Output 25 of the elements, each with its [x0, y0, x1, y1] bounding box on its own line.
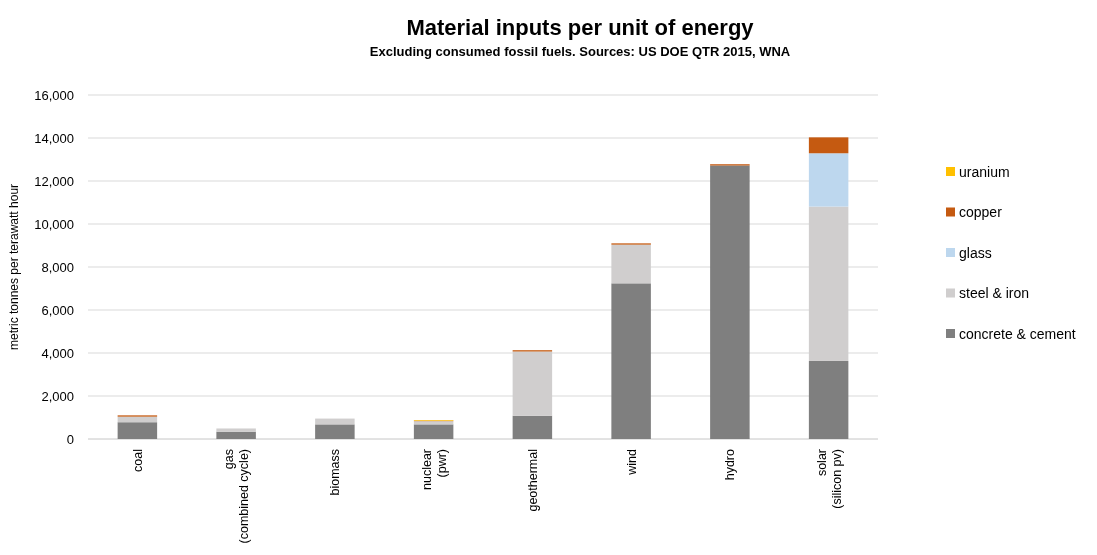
- y-tick-label: 12,000: [34, 173, 74, 189]
- x-tick-label: hydro: [723, 448, 738, 481]
- y-tick-label: 16,000: [34, 87, 74, 103]
- y-tick-label: 10,000: [34, 216, 74, 232]
- legend-label: concrete & cement: [959, 325, 1076, 342]
- chart-title: Material inputs per unit of energy: [406, 15, 755, 40]
- legend-label: steel & iron: [959, 285, 1030, 302]
- y-tick-label: 4,000: [41, 345, 74, 361]
- x-tick-label: biomass: [328, 449, 343, 496]
- legend-label: uranium: [959, 163, 1010, 180]
- y-tick-label: 6,000: [41, 302, 74, 318]
- chart-subtitle: Excluding consumed fossil fuels. Sources: US DOE QTR 2015, WNA: [369, 44, 791, 59]
- x-tick-label: gas (combined cycle): [222, 449, 251, 544]
- x-tick-label: solar (silicon pv): [814, 449, 844, 509]
- x-tick-label: geothermal: [525, 449, 540, 512]
- x-tick-label: wind: [624, 448, 639, 476]
- y-tick-label: 0: [66, 431, 74, 447]
- x-tick-label: nuclear (pwr): [419, 449, 449, 490]
- y-tick-label: 14,000: [34, 130, 74, 146]
- y-tick-label: 2,000: [41, 388, 74, 404]
- legend-label: glass: [959, 244, 992, 261]
- y-tick-label: 8,000: [41, 259, 74, 275]
- x-tick-label: coal: [130, 449, 145, 472]
- y-axis-title: metric tonnes per terawatt hour: [7, 183, 21, 351]
- legend-label: copper: [959, 204, 1003, 221]
